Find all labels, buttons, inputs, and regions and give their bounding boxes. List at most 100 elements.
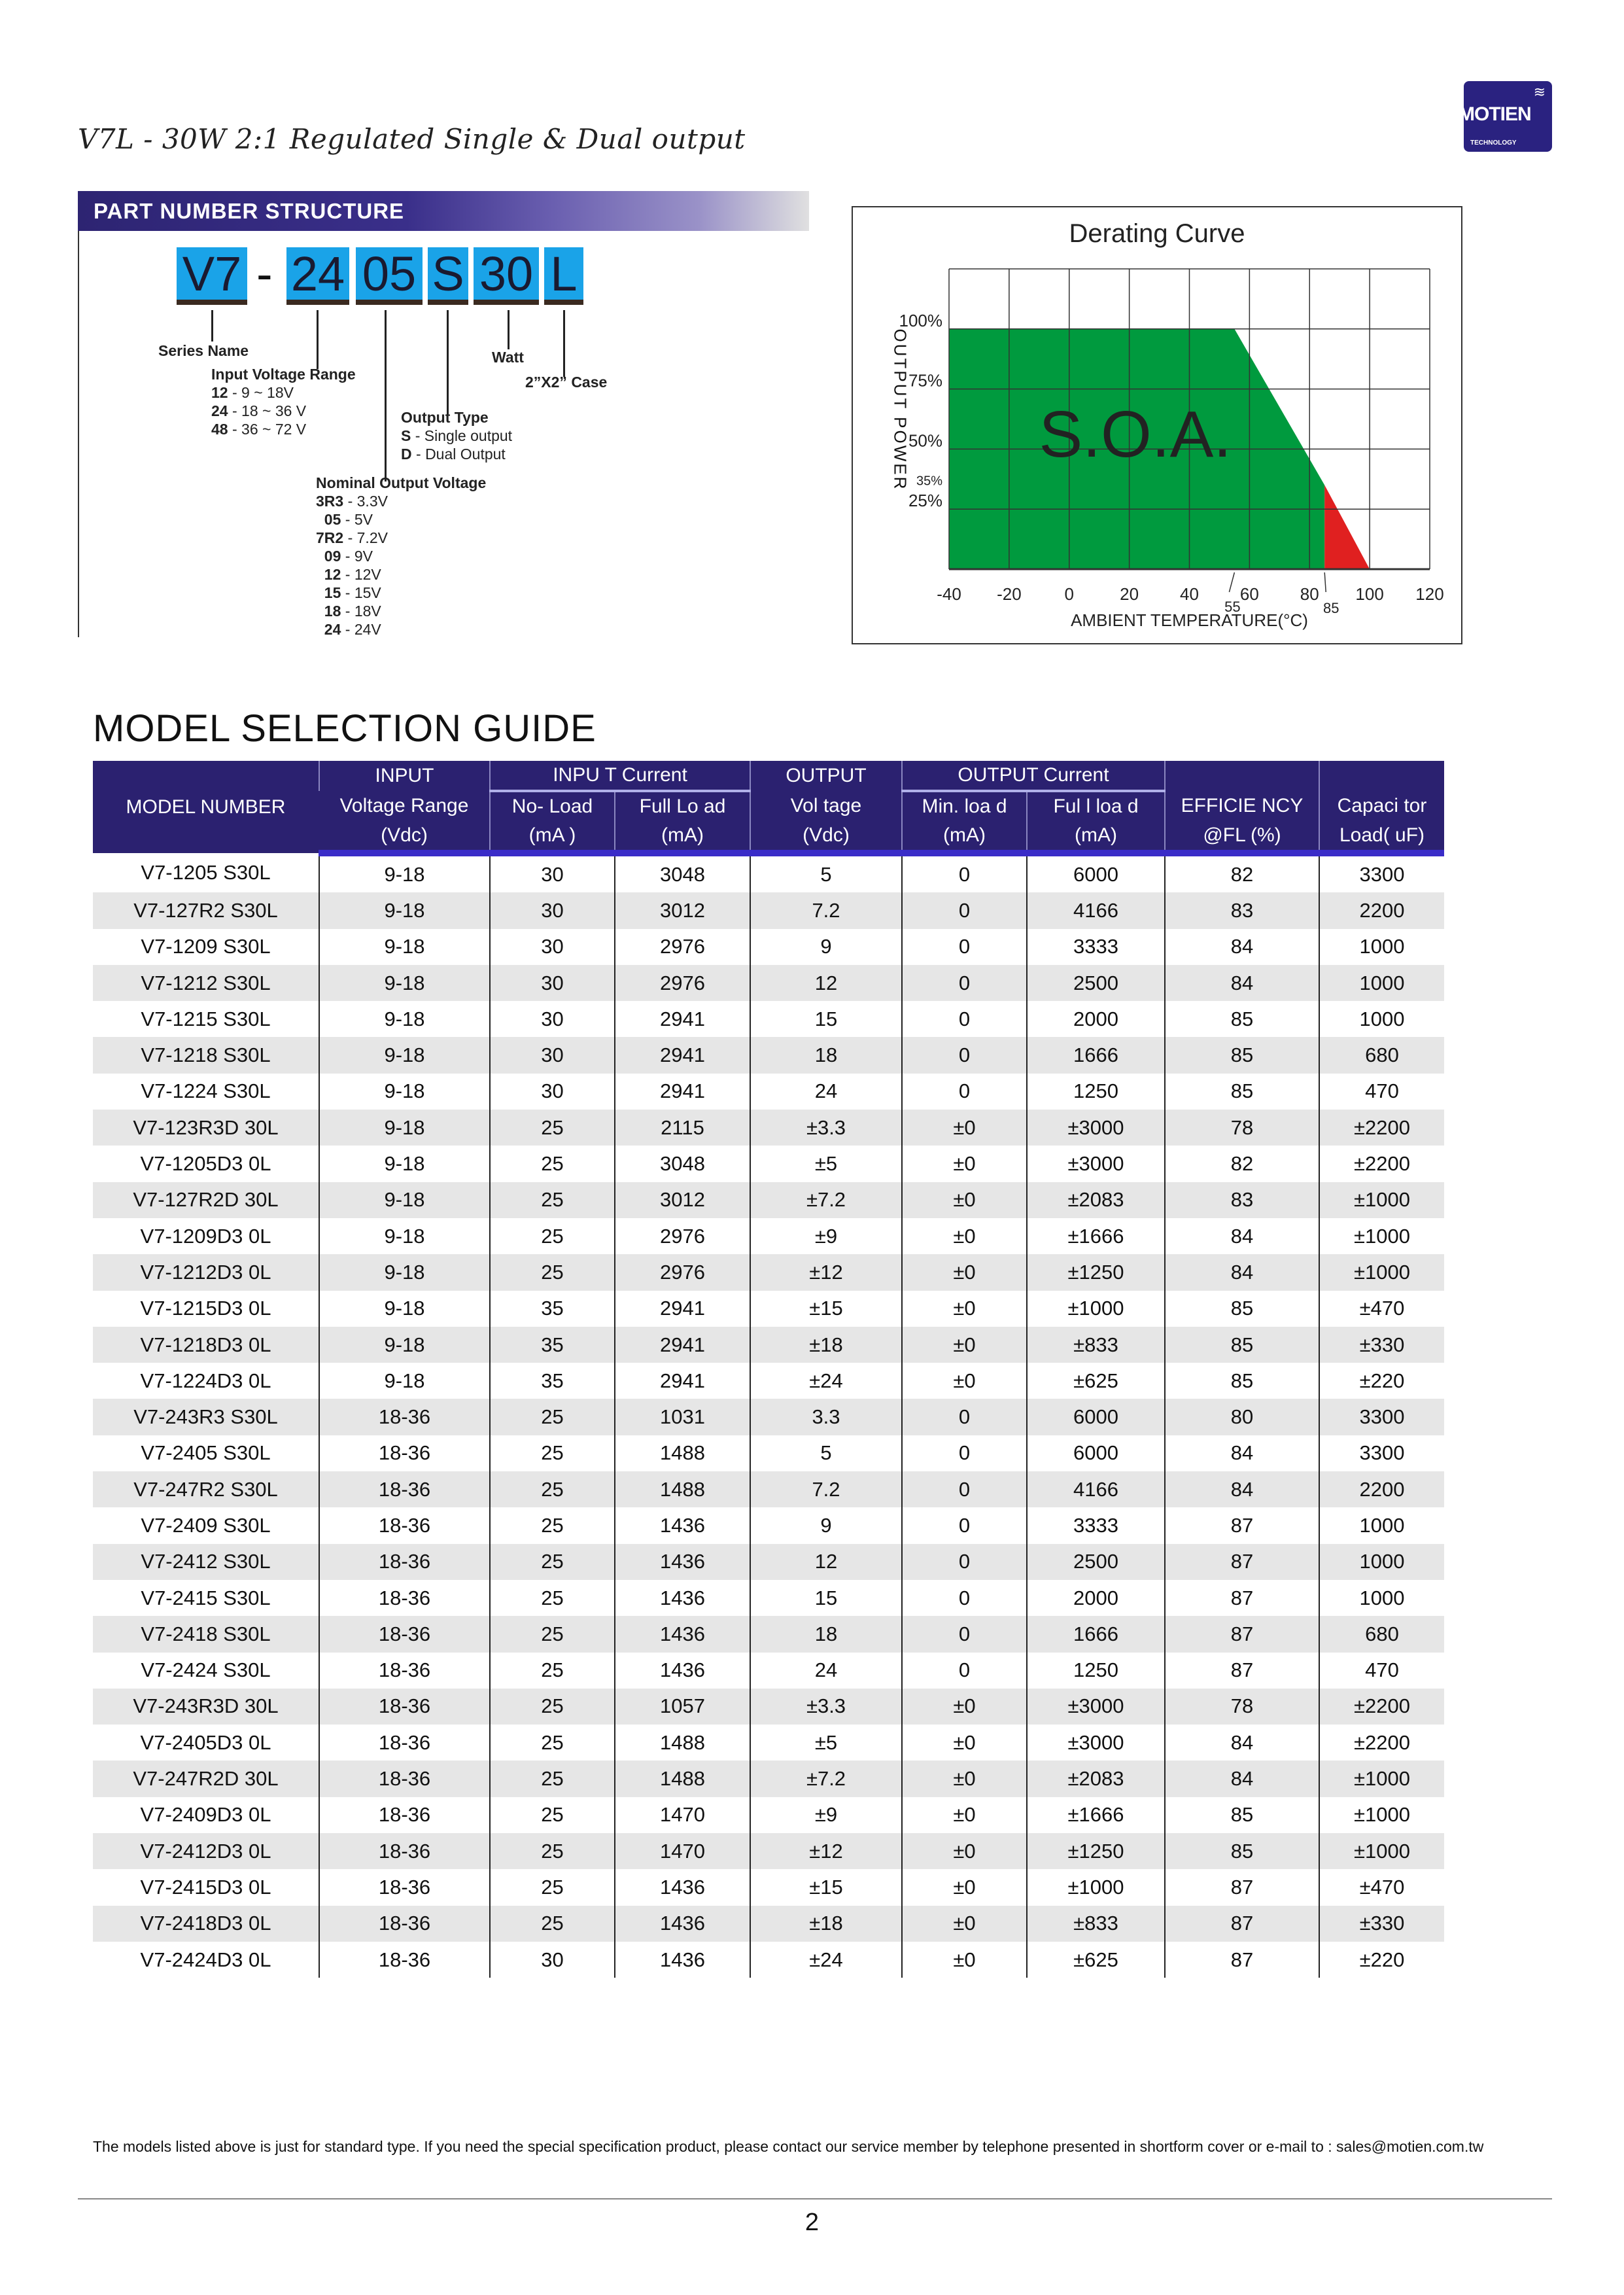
table-cell: 0 bbox=[901, 1435, 1027, 1472]
output-type-legend: Output Type S - Single output D - Dual O… bbox=[401, 409, 513, 463]
table-cell: 18-36 bbox=[319, 1616, 490, 1653]
col-model-number: MODEL NUMBER bbox=[93, 761, 319, 853]
table-cell: ±3.3 bbox=[750, 1110, 902, 1146]
leader-line bbox=[211, 310, 213, 342]
table-cell: 1250 bbox=[1026, 1652, 1165, 1689]
table-cell: 2500 bbox=[1026, 964, 1165, 1002]
table-row: V7-2405 S30L 18-36 25 1488 5 0 6000 84 3300 bbox=[93, 1435, 1444, 1472]
table-cell: 83 bbox=[1164, 892, 1319, 929]
table-cell: 1666 bbox=[1026, 1616, 1165, 1653]
table-cell: 9-18 bbox=[319, 1363, 490, 1399]
col-output-current: OUTPUT Current bbox=[901, 761, 1165, 792]
leader-line bbox=[317, 310, 319, 369]
section-title: PART NUMBER STRUCTURE bbox=[94, 199, 405, 223]
table-cell: 1436 bbox=[614, 1579, 750, 1617]
leader-line bbox=[563, 310, 565, 377]
table-cell: V7-247R2D 30L bbox=[93, 1761, 319, 1797]
motien-logo: ≋ MOTIEN TECHNOLOGY bbox=[1459, 81, 1552, 152]
table-cell: V7-1215 S30L bbox=[141, 1007, 271, 1030]
table-cell: 2941 bbox=[614, 1290, 750, 1327]
table-cell: 85 bbox=[1164, 1833, 1319, 1870]
table-cell: 18-36 bbox=[319, 1688, 490, 1725]
table-cell: ±1000 bbox=[1319, 1254, 1444, 1291]
table-cell: 18-36 bbox=[319, 1905, 490, 1942]
table-cell: ±1000 bbox=[1319, 1218, 1444, 1255]
table-cell: 2200 bbox=[1319, 892, 1444, 929]
table-cell: 25 bbox=[489, 1146, 615, 1182]
table-cell: V7-1215D3 0L bbox=[140, 1297, 271, 1320]
table-cell: 3012 bbox=[614, 1182, 750, 1218]
table-cell: V7-247R2 S30L bbox=[93, 1471, 319, 1508]
table-cell: ±0 bbox=[901, 1110, 1027, 1146]
y-tick-label: 75% bbox=[908, 371, 942, 391]
table-cell: ±0 bbox=[901, 1796, 1027, 1834]
table-cell: 30 bbox=[489, 928, 615, 965]
table-cell: V7-2405D3 0L bbox=[140, 1730, 271, 1754]
col-no-load: No- Load bbox=[489, 791, 615, 821]
table-cell: 18-36 bbox=[319, 1869, 490, 1906]
table-cell: 30 bbox=[489, 964, 615, 1002]
table-cell: 25 bbox=[489, 1399, 615, 1435]
table-cell: 35 bbox=[489, 1290, 615, 1327]
table-cell: V7-2409D3 0L bbox=[140, 1803, 271, 1827]
table-row: V7-247R2 S30L 18-36 25 1488 7.2 0 4166 84 2200 bbox=[93, 1471, 1444, 1508]
table-row: V7-2424 S30L 18-36 25 1436 24 0 1250 87 470 bbox=[93, 1652, 1444, 1689]
table-cell: ±1250 bbox=[1026, 1254, 1165, 1291]
table-row: V7-1218D3 0L 9-18 35 2941 ±18 ±0 ±833 85 ±330 bbox=[93, 1326, 1444, 1363]
table-cell: 12 bbox=[750, 964, 902, 1002]
table-cell: ±220 bbox=[1319, 1941, 1444, 1978]
col-output: OUTPUT bbox=[750, 761, 902, 791]
table-cell: ±15 bbox=[750, 1869, 902, 1906]
table-cell: 470 bbox=[1319, 1652, 1444, 1689]
segment-series: V7 bbox=[177, 247, 247, 305]
table-cell: ±833 bbox=[1026, 1905, 1165, 1942]
table-cell: 2976 bbox=[614, 1254, 750, 1291]
table-cell: 18-36 bbox=[319, 1796, 490, 1834]
table-row: V7-1215 S30L 9-18 30 2941 15 0 2000 85 1000 bbox=[93, 1001, 1444, 1038]
table-cell: V7-2405 S30L bbox=[141, 1441, 271, 1465]
table-cell: 84 bbox=[1164, 928, 1319, 965]
leader-line bbox=[447, 310, 449, 415]
table-cell: 1000 bbox=[1319, 1543, 1444, 1580]
table-cell: 0 bbox=[901, 928, 1027, 965]
table-cell: 84 bbox=[1164, 1254, 1319, 1291]
table-cell: 3048 bbox=[614, 1146, 750, 1182]
table-cell: 80 bbox=[1164, 1399, 1319, 1435]
table-cell: ±12 bbox=[750, 1833, 902, 1870]
table-cell: 9-18 bbox=[319, 1037, 490, 1074]
table-cell: 2115 bbox=[614, 1110, 750, 1146]
table-row: V7-1205D3 0L 9-18 25 3048 ±5 ±0 ±3000 82 ±2200 bbox=[93, 1146, 1444, 1182]
table-cell: V7-1212D3 0L bbox=[93, 1254, 319, 1291]
col-min-load: Min. loa d bbox=[901, 791, 1027, 821]
table-cell: ±3.3 bbox=[750, 1688, 902, 1725]
table-cell: 6000 bbox=[1026, 1399, 1165, 1435]
table-cell: 2976 bbox=[614, 928, 750, 965]
table-row: V7-1205 S30L 9-18 30 3048 5 0 6000 82 3300 bbox=[93, 853, 1444, 893]
col-input: INPUT bbox=[319, 761, 490, 791]
table-cell: 3300 bbox=[1319, 1435, 1444, 1472]
table-cell: ±0 bbox=[901, 1941, 1027, 1978]
segment-output-type: S bbox=[428, 247, 468, 305]
table-cell: 3048 bbox=[614, 853, 750, 893]
x-tick-label: 40 bbox=[1180, 584, 1199, 604]
table-cell: V7-2418D3 0L bbox=[93, 1905, 319, 1942]
table-cell: ±0 bbox=[901, 1905, 1027, 1942]
table-cell: 25 bbox=[489, 1725, 615, 1761]
table-cell: 9-18 bbox=[319, 1110, 490, 1146]
table-cell: ±3000 bbox=[1026, 1110, 1165, 1146]
table-cell: V7-1212 S30L bbox=[93, 964, 319, 1002]
annotation-tick bbox=[1324, 572, 1326, 593]
table-cell: V7-2418 S30L bbox=[93, 1616, 319, 1653]
table-cell: 85 bbox=[1164, 1796, 1319, 1834]
table-cell: 25 bbox=[489, 1507, 615, 1544]
table-cell: 18-36 bbox=[319, 1761, 490, 1797]
col-output-voltage: Vol tage bbox=[750, 791, 902, 821]
table-cell: 25 bbox=[489, 1616, 615, 1653]
table-cell: ±12 bbox=[750, 1254, 902, 1291]
document-title: V7L - 30W 2:1 Regulated Single & Dual ou… bbox=[78, 123, 746, 155]
table-cell: 9-18 bbox=[319, 1326, 490, 1363]
table-cell: 87 bbox=[1164, 1869, 1319, 1906]
table-cell: 2941 bbox=[614, 1073, 750, 1110]
table-cell: 85 bbox=[1164, 1037, 1319, 1074]
table-cell: 1436 bbox=[614, 1616, 750, 1653]
